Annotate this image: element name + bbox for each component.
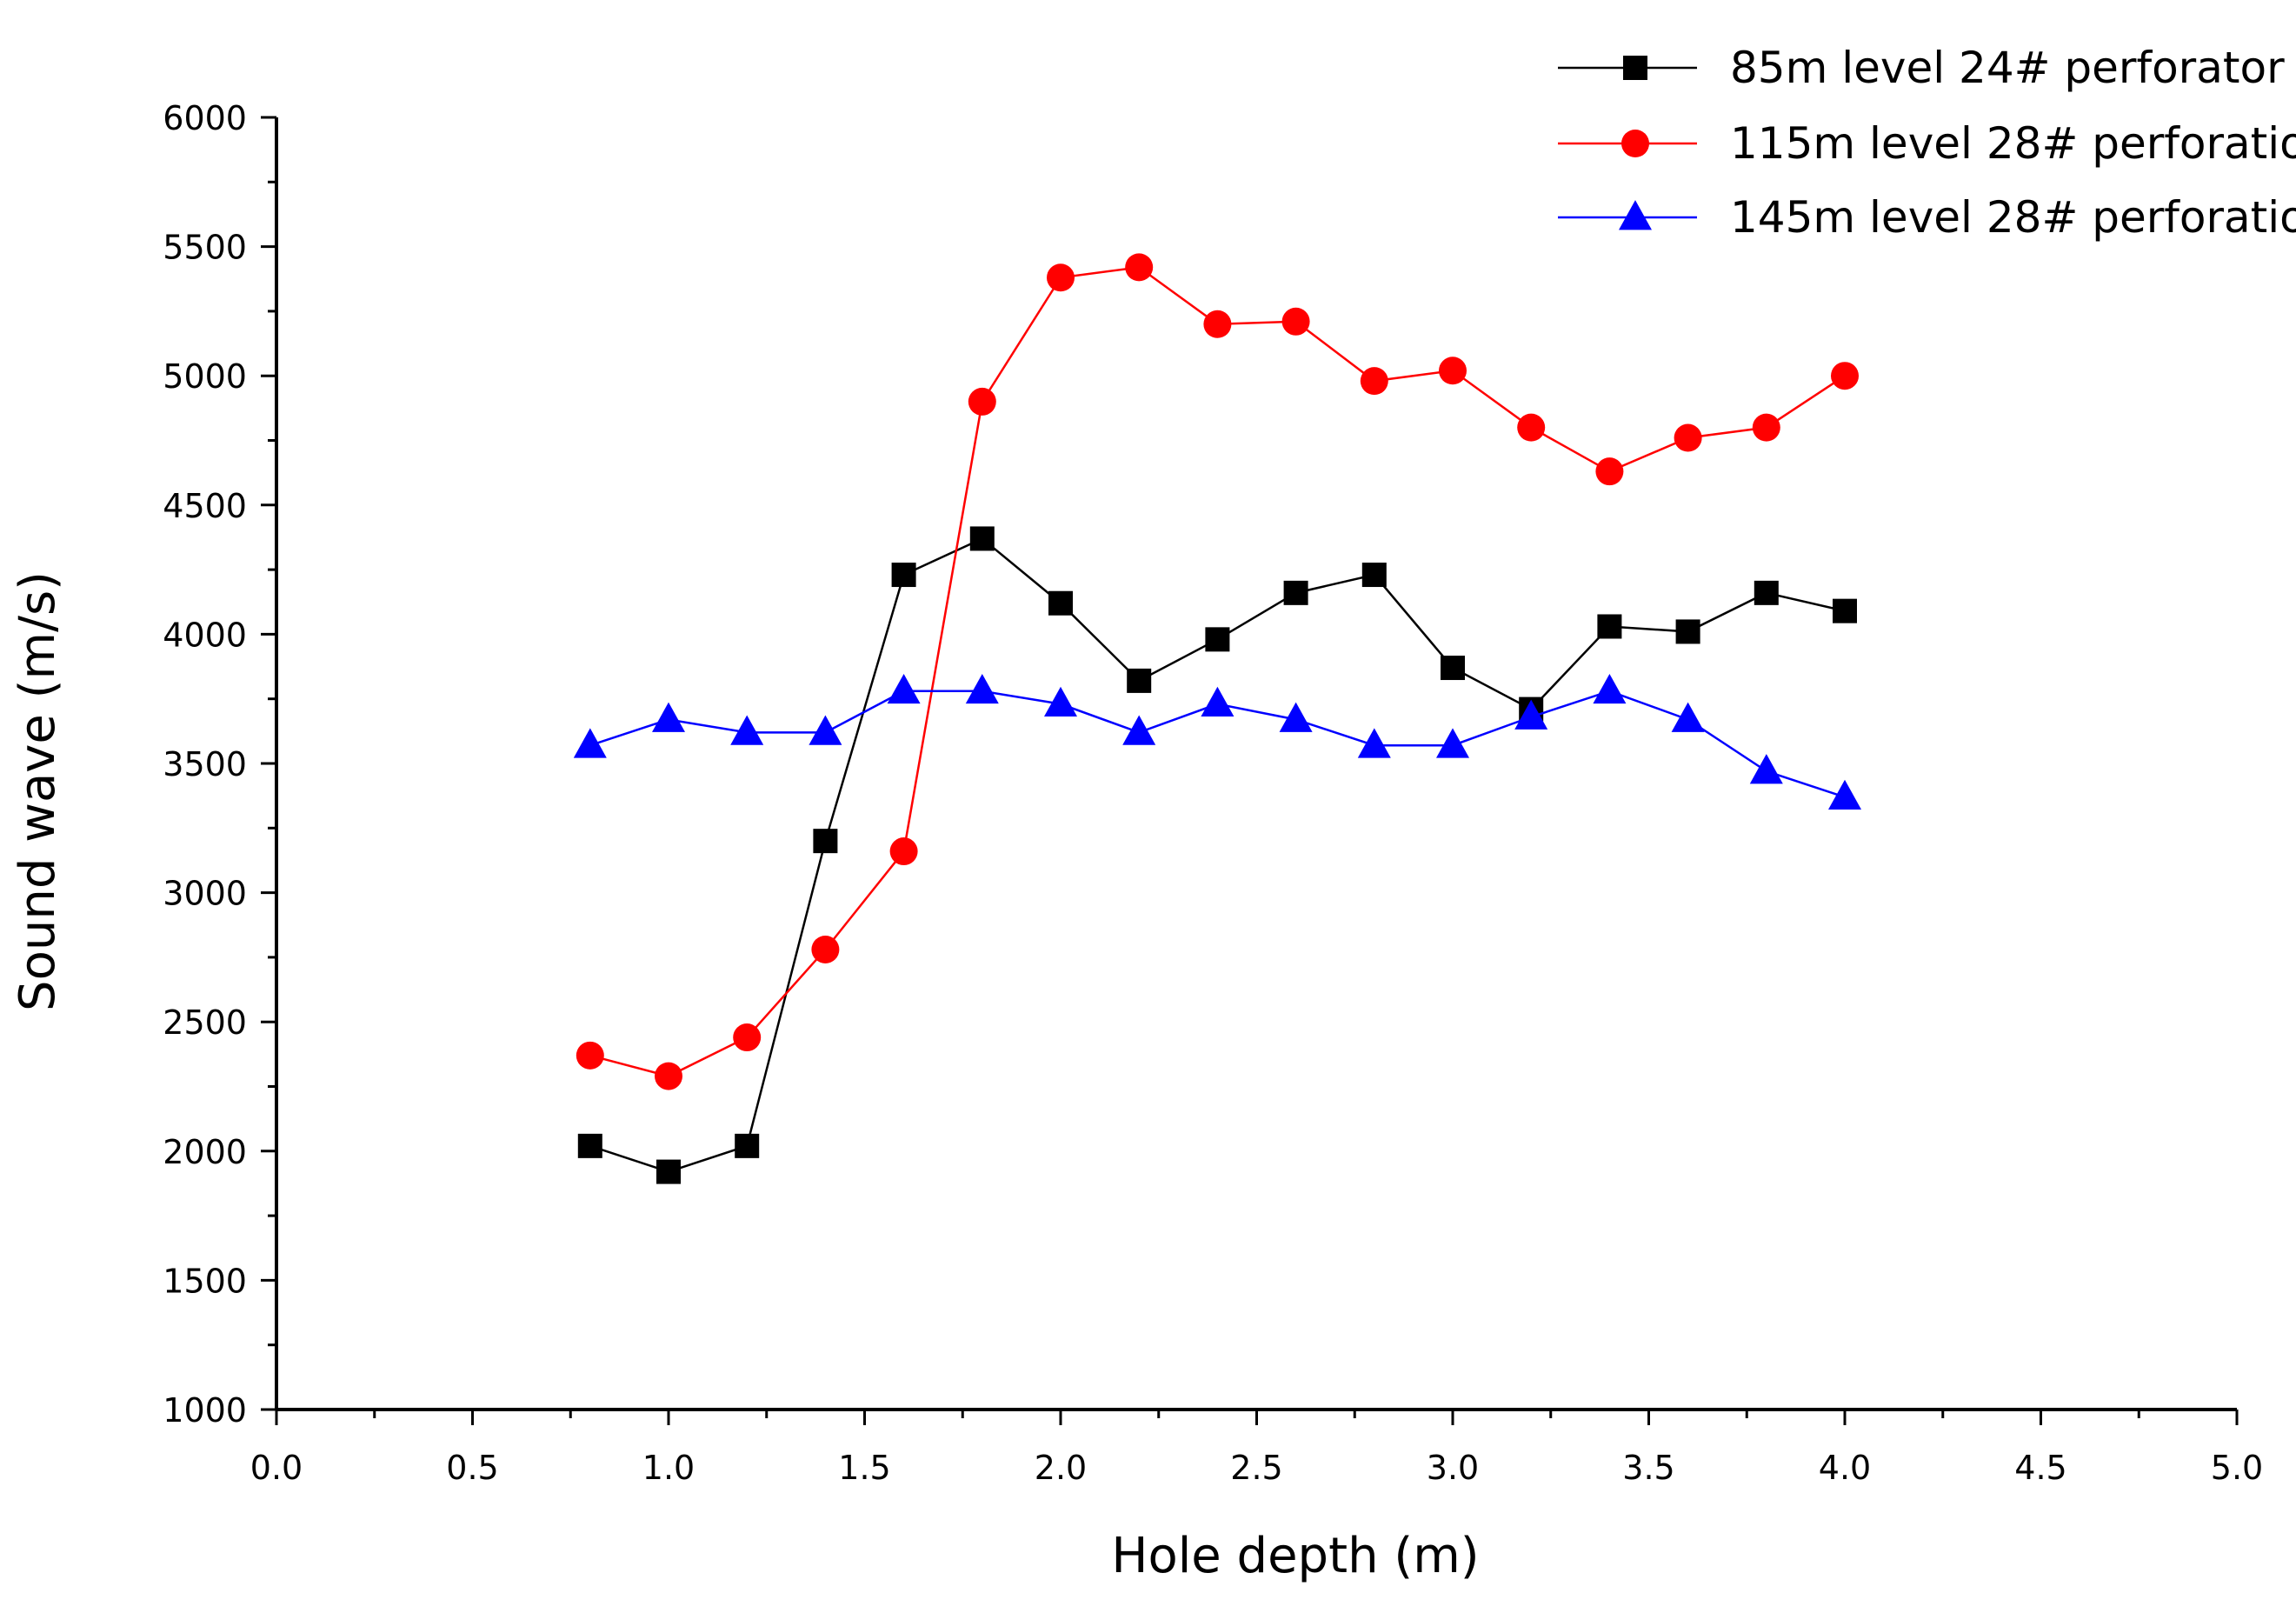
data-point	[809, 715, 842, 745]
data-point	[1436, 728, 1469, 758]
data-point	[1047, 263, 1075, 292]
x-tick-label: 1.5	[838, 1449, 890, 1487]
x-tick-label: 0.5	[446, 1449, 498, 1487]
x-tick-label: 5.0	[2211, 1449, 2263, 1487]
y-tick-label: 5000	[163, 357, 247, 396]
data-point	[969, 526, 995, 551]
data-point	[887, 673, 921, 704]
data-point	[1279, 702, 1313, 732]
data-point	[813, 829, 838, 854]
y-tick-label: 1500	[163, 1262, 247, 1300]
y-axis-title: Sound wave (m/s)	[10, 571, 66, 1011]
y-tick-label: 4000	[163, 616, 247, 654]
y-tick-label: 2500	[163, 1003, 247, 1042]
data-point	[1044, 686, 1077, 717]
data-point	[1048, 590, 1073, 616]
y-tick-label: 5500	[163, 229, 247, 267]
data-point	[1514, 699, 1548, 730]
data-point	[573, 728, 607, 758]
data-point	[1674, 423, 1702, 452]
series-2	[576, 253, 1859, 1090]
data-point	[1754, 580, 1779, 605]
data-point	[1833, 598, 1857, 623]
data-point	[1441, 656, 1465, 681]
axes: 0.0 0.5 1.0 1.5 2.0 2.5 3.0 3.5 4.0 4.5 5.0 1000 150…	[163, 99, 2263, 1487]
data-point	[1205, 627, 1230, 652]
data-point	[891, 563, 916, 588]
data-point	[576, 1041, 604, 1070]
y-tick-label: 2000	[163, 1133, 247, 1171]
data-point	[577, 1133, 602, 1158]
data-point	[733, 1023, 762, 1052]
data-point	[730, 715, 764, 745]
data-point	[1749, 754, 1783, 784]
x-axis-title: Hole depth (m)	[1111, 1528, 1479, 1584]
x-tick-label: 4.5	[2014, 1449, 2066, 1487]
data-point	[1201, 686, 1235, 717]
y-tick-label: 1000	[163, 1391, 247, 1430]
legend-label: 145m level 28# perforation	[1730, 192, 2296, 243]
data-point	[1593, 673, 1627, 704]
legend-item-3: 145m level 28# perforation	[1558, 192, 2296, 243]
data-point	[652, 702, 685, 732]
x-tick-label: 2.0	[1035, 1449, 1087, 1487]
legend-item-1: 85m level 24# perforator	[1558, 43, 2285, 93]
y-tick-label: 6000	[163, 99, 247, 137]
data-point	[1203, 310, 1232, 338]
data-point	[1517, 413, 1546, 442]
legend: 85m level 24# perforator 115m level 28# p…	[1558, 43, 2296, 243]
data-point	[655, 1062, 682, 1090]
data-point	[811, 935, 840, 963]
data-point	[1752, 413, 1780, 442]
data-point	[1281, 307, 1310, 336]
data-point	[1671, 702, 1705, 732]
series-1	[577, 526, 1857, 1184]
data-point	[1122, 715, 1156, 745]
legend-marker	[1621, 130, 1649, 157]
series-line	[589, 266, 1846, 1077]
series-3	[573, 673, 1861, 810]
legend-marker	[1623, 56, 1647, 80]
data-point	[889, 837, 918, 866]
data-point	[1357, 728, 1391, 758]
data-point	[1831, 362, 1859, 390]
y-tick-label: 4500	[163, 487, 247, 525]
x-tick-label: 3.0	[1427, 1449, 1479, 1487]
data-point	[965, 673, 999, 704]
data-point	[1828, 779, 1861, 810]
legend-item-2: 115m level 28# perforation	[1558, 118, 2296, 169]
data-point	[968, 387, 996, 416]
data-point	[1127, 668, 1152, 693]
legend-label: 85m level 24# perforator	[1730, 43, 2285, 93]
data-point	[656, 1159, 681, 1184]
x-tick-label: 0.0	[250, 1449, 303, 1487]
data-point	[1597, 614, 1622, 639]
data-point	[1361, 563, 1387, 588]
data-point	[1595, 457, 1624, 486]
y-tick-label: 3000	[163, 875, 247, 913]
x-tick-label: 2.5	[1230, 1449, 1282, 1487]
x-tick-label: 3.5	[1622, 1449, 1674, 1487]
x-tick-label: 1.0	[642, 1449, 695, 1487]
data-point	[1675, 619, 1700, 644]
data-point	[1439, 357, 1467, 385]
series-layer	[573, 253, 1861, 1184]
data-point	[1360, 367, 1388, 396]
data-point	[735, 1133, 760, 1158]
data-point	[1125, 253, 1154, 282]
data-point	[1283, 580, 1308, 605]
legend-label: 115m level 28# perforation	[1730, 118, 2296, 169]
y-tick-label: 3500	[163, 745, 247, 783]
legend-marker	[1619, 200, 1652, 230]
x-tick-label: 4.0	[1819, 1449, 1871, 1487]
